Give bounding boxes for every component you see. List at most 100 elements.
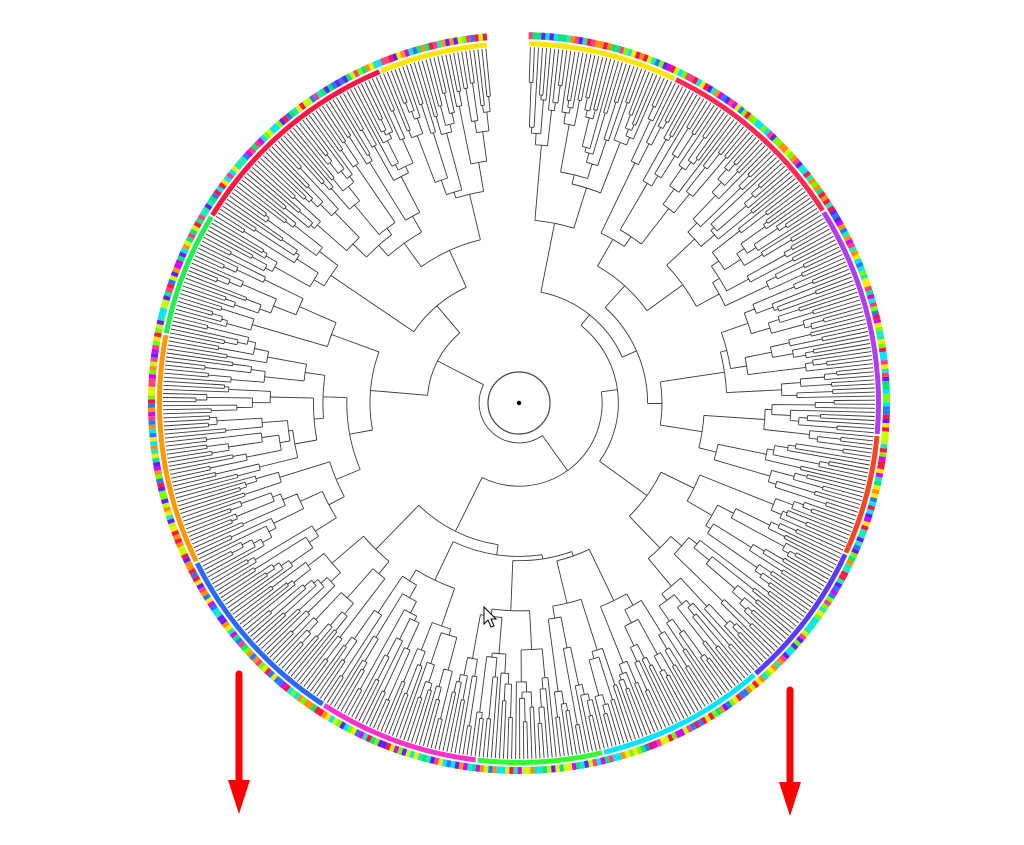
- leaf-segment: [393, 745, 400, 754]
- leaf-segment: [299, 696, 308, 705]
- leaf-segment: [821, 602, 830, 611]
- leaf-segment: [696, 718, 704, 727]
- leaf-segment: [415, 45, 422, 54]
- leaf-segment: [220, 178, 230, 187]
- leaf-segment: [673, 66, 681, 76]
- leaf-segment: [148, 374, 157, 379]
- leaf-segment: [740, 108, 749, 117]
- leaf-segment: [369, 736, 377, 745]
- leaf-segment: [356, 67, 364, 76]
- leaf-segment: [223, 175, 232, 183]
- right-down-arrow: [779, 686, 801, 816]
- leaf-segment: [808, 177, 817, 186]
- leaf-segment: [718, 705, 726, 714]
- leaf-segment: [162, 295, 171, 302]
- leaf-segment: [857, 532, 866, 539]
- leaf-segment: [310, 703, 318, 713]
- leaf-segment: [674, 730, 682, 739]
- leaf-segment: [864, 285, 873, 292]
- leaf-segment: [407, 47, 414, 56]
- leaf-segment: [750, 116, 759, 125]
- leaf-segment: [882, 406, 890, 411]
- leaf-segment: [175, 259, 184, 266]
- leaf-segment: [651, 740, 659, 749]
- leaf-segment: [802, 170, 811, 179]
- leaf-segment: [475, 764, 481, 772]
- clade-segment: [529, 41, 676, 81]
- leaf-segment: [237, 640, 246, 649]
- leaf-segment: [880, 359, 888, 365]
- leaf-segment: [279, 681, 288, 690]
- leaf-segment: [285, 112, 293, 121]
- leaf-segment: [555, 764, 560, 773]
- leaf-segment: [391, 53, 399, 62]
- leaf-segment: [808, 619, 818, 628]
- leaf-segment: [487, 765, 493, 774]
- leaf-segment: [654, 58, 661, 67]
- leaf-segment: [234, 162, 243, 170]
- clade-segment: [603, 672, 756, 755]
- leaf-segment: [432, 41, 439, 50]
- leaf-segment: [157, 315, 166, 322]
- leaf-segment: [211, 607, 221, 615]
- leaf-segment: [587, 759, 594, 768]
- leaf-segment: [716, 91, 725, 100]
- leaf-segment: [446, 759, 452, 768]
- leaf-segment: [583, 760, 590, 769]
- leaf-segment: [148, 390, 156, 396]
- leaf-segment: [153, 465, 162, 472]
- tree-branches: [162, 47, 876, 760]
- leaf-segment: [151, 449, 159, 455]
- leaf-segment: [293, 691, 301, 700]
- leaf-segment: [782, 651, 790, 660]
- leaf-segment: [528, 32, 533, 40]
- leaf-segment: [877, 464, 885, 470]
- leaf-segment: [231, 165, 240, 174]
- leaf-segment: [606, 42, 613, 51]
- leaf-segment: [354, 729, 361, 738]
- leaf-segment: [163, 506, 172, 513]
- leaf-segment: [618, 46, 625, 55]
- leaf-segment: [530, 766, 535, 774]
- leaf-segment: [167, 518, 176, 525]
- leaf-segment: [769, 133, 777, 142]
- leaf-segment: [149, 361, 158, 367]
- leaf-segment: [453, 37, 459, 45]
- leaf-segment: [167, 278, 176, 286]
- leaf-segment: [152, 457, 160, 463]
- leaf-segment: [827, 205, 836, 213]
- leaf-segment: [375, 59, 383, 68]
- leaf-segment: [466, 763, 473, 771]
- leaf-segment: [195, 217, 204, 225]
- leaf-segment: [707, 712, 715, 721]
- leaf-segment: [357, 730, 365, 739]
- leaf-segment: [766, 130, 774, 139]
- leaf-segment: [850, 250, 859, 257]
- leaf-segment: [157, 486, 166, 492]
- leaf-segment: [474, 34, 479, 42]
- leaf-segment: [596, 757, 602, 766]
- leaf-segment: [655, 738, 663, 747]
- leaf-segment: [288, 109, 297, 118]
- leaf-segment: [579, 761, 586, 769]
- leaf-segment: [721, 703, 730, 712]
- leaf-segment: [542, 765, 548, 774]
- leaf-segment: [229, 630, 238, 639]
- leaf-segment: [867, 504, 876, 511]
- leaf-segment: [832, 584, 841, 593]
- clade-segment: [380, 42, 487, 74]
- leaf-segment: [428, 42, 434, 51]
- leaf-segment: [874, 476, 883, 483]
- leaf-segment: [165, 286, 174, 294]
- leaf-segment: [849, 551, 858, 559]
- leaf-segment: [148, 378, 156, 383]
- leaf-segment: [833, 216, 842, 224]
- leaf-segment: [843, 234, 852, 242]
- clade-segment: [754, 553, 848, 676]
- leaf-segment: [182, 243, 191, 251]
- leaf-segment: [805, 174, 814, 182]
- leaf-segment: [513, 766, 518, 774]
- leaf-segment: [590, 39, 596, 47]
- leaf-segment: [880, 439, 889, 445]
- leaf-segment: [148, 420, 156, 425]
